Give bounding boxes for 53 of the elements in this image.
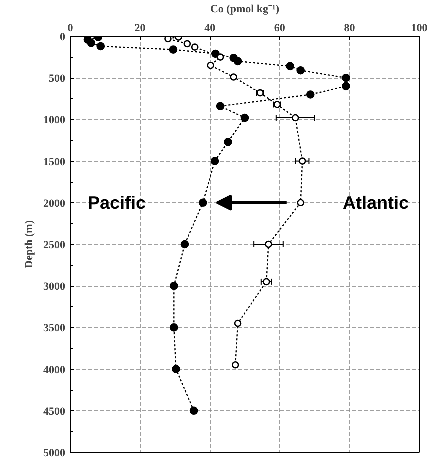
point xyxy=(342,74,350,82)
x-axis-title: Co (pmol kg⁻¹) xyxy=(210,4,280,16)
x-tick-label: 40 xyxy=(204,22,216,34)
point xyxy=(234,320,242,328)
point xyxy=(224,138,232,146)
y-tick-label: 2000 xyxy=(44,198,66,210)
point xyxy=(170,282,178,290)
point xyxy=(180,240,190,249)
y-tick-label: 3500 xyxy=(44,322,66,335)
point xyxy=(96,42,106,51)
y-tick-label: 0 xyxy=(60,32,66,44)
y-tick-label: 4500 xyxy=(44,406,66,418)
y-tick-label: 3000 xyxy=(44,281,66,294)
point xyxy=(306,90,315,99)
y-tick-label: 1500 xyxy=(44,156,66,168)
point xyxy=(216,54,224,61)
point xyxy=(87,39,96,48)
point xyxy=(210,157,220,166)
point xyxy=(198,198,208,208)
y-axis-title: Depth (m) xyxy=(24,220,36,268)
point xyxy=(262,278,270,286)
point xyxy=(232,361,240,369)
point xyxy=(216,102,225,111)
annotation: Pacific xyxy=(88,192,146,213)
y-tick-label: 2500 xyxy=(44,240,66,252)
point xyxy=(240,114,250,122)
y-tick-label: 5000 xyxy=(44,448,66,457)
x-tick-label: 20 xyxy=(134,22,146,34)
point xyxy=(296,66,305,75)
point xyxy=(298,158,306,165)
y-tick-label: 500 xyxy=(49,73,66,86)
y-tick-label: 1000 xyxy=(44,114,66,127)
point xyxy=(234,57,242,66)
point xyxy=(342,82,350,91)
annotation: Atlantic xyxy=(343,192,410,213)
point xyxy=(265,240,272,248)
point xyxy=(207,62,214,70)
point xyxy=(230,74,238,81)
point xyxy=(169,46,178,54)
point xyxy=(286,62,295,71)
point xyxy=(190,406,198,416)
point xyxy=(292,114,300,122)
x-tick-label: 80 xyxy=(344,22,356,34)
point xyxy=(297,199,304,207)
x-tick-label: 100 xyxy=(411,22,428,34)
point xyxy=(170,324,178,332)
x-tick-label: 60 xyxy=(274,22,286,34)
y-tick-label: 4000 xyxy=(44,364,66,376)
x-tick-label: 0 xyxy=(68,22,74,34)
point xyxy=(164,36,172,43)
point xyxy=(172,365,180,374)
point xyxy=(184,40,192,48)
point xyxy=(191,44,199,51)
